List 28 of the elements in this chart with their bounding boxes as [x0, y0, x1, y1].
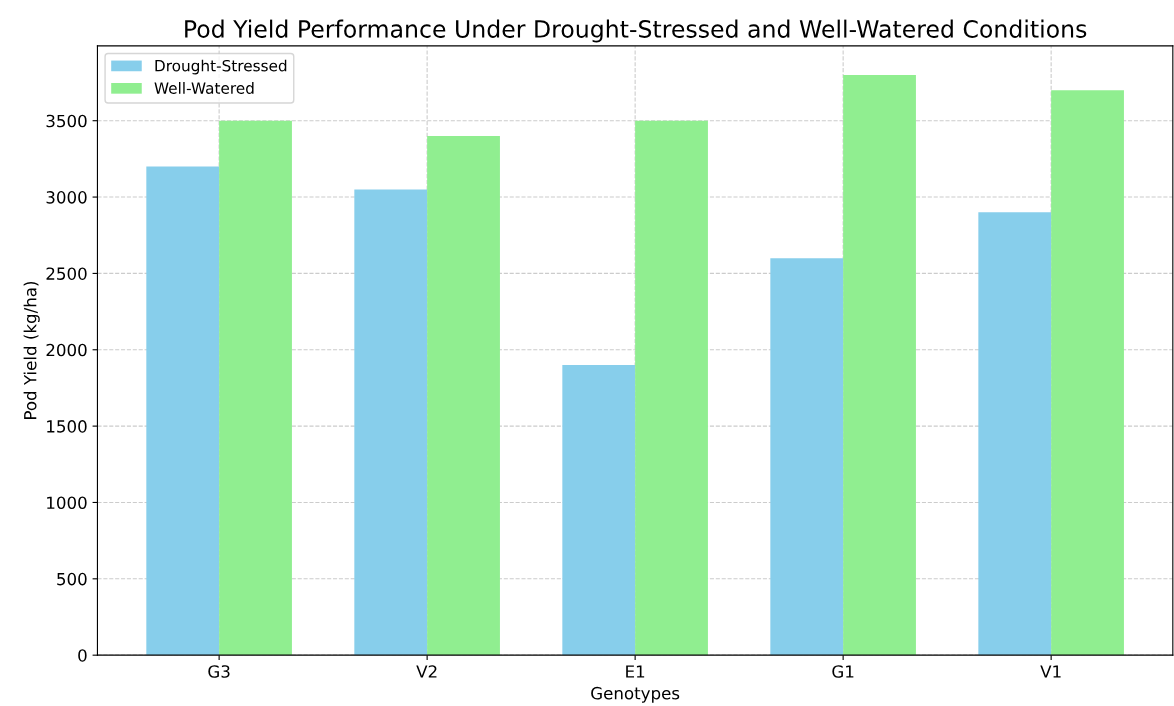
bar [562, 365, 636, 656]
bar [978, 212, 1052, 656]
bar [843, 74, 916, 656]
y-tick-label: 2500 [46, 267, 87, 280]
chart-title: Pod Yield Performance Under Drought-Stressed and Well-Watered Conditions [185, 19, 1087, 43]
x-tick-label: V1 [1040, 665, 1061, 678]
x-axis-title: Genotypes [591, 686, 680, 703]
legend-label: Drought-Stressed [155, 59, 287, 75]
legend-label: Well-Watered [154, 82, 254, 94]
bar [770, 258, 844, 656]
y-tick-label: 0 [78, 649, 87, 662]
bar [219, 120, 292, 656]
y-tick-label: 500 [57, 572, 87, 586]
bar [635, 120, 708, 656]
bar [146, 166, 220, 656]
y-tick-label: 3500 [46, 114, 87, 128]
bar [427, 135, 500, 656]
bar [1051, 90, 1124, 656]
y-tick-label: 2000 [46, 343, 87, 357]
y-tick-label: 1000 [47, 496, 87, 510]
x-tick-label: G1 [832, 665, 854, 678]
y-tick-label: 1500 [47, 420, 87, 433]
y-axis-title: Pod Yield (kg/ha) [23, 281, 40, 419]
x-tick-label: E1 [626, 665, 645, 678]
y-tick-label: 3000 [46, 191, 87, 204]
x-tick-label: G3 [208, 665, 230, 678]
bar [354, 189, 428, 656]
x-tick-label: V2 [416, 665, 437, 678]
